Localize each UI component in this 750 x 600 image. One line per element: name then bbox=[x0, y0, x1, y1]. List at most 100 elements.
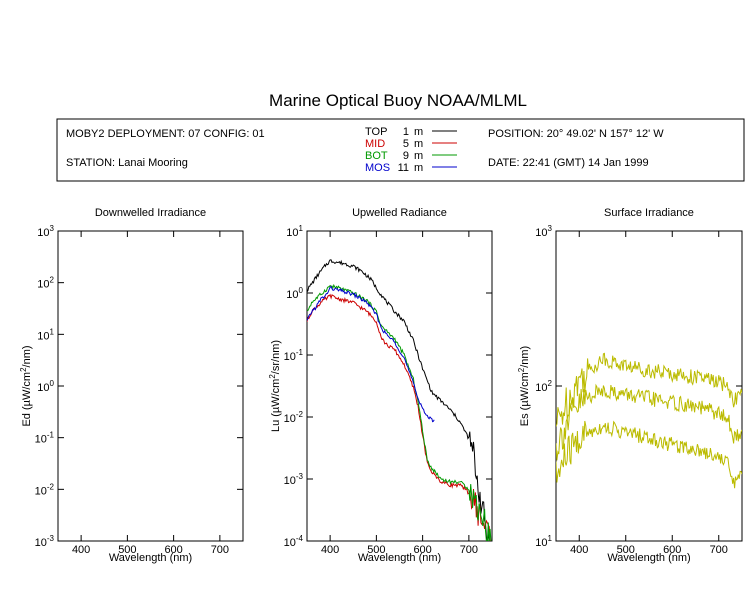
y-tick-label: 10-1 bbox=[35, 431, 55, 446]
y-tick-exp: -4 bbox=[296, 534, 304, 543]
y-axis-label-tail: /nm) bbox=[21, 345, 33, 367]
y-tick-exp: -1 bbox=[47, 431, 55, 440]
station-text: STATION: Lanai Mooring bbox=[66, 157, 188, 169]
info-box-frame bbox=[56, 118, 745, 182]
y-tick-base: 10 bbox=[284, 537, 296, 549]
y-tick-exp: 1 bbox=[50, 327, 55, 336]
y-tick-base: 10 bbox=[535, 537, 547, 549]
legend-label: TOP bbox=[365, 126, 387, 138]
y-tick-base: 10 bbox=[37, 279, 49, 291]
legend-label: MID bbox=[365, 138, 385, 150]
y-tick-exp: 3 bbox=[50, 224, 55, 233]
y-tick-exp: -1 bbox=[296, 348, 304, 357]
series-line-mos bbox=[307, 285, 435, 423]
series-line-es-middle bbox=[556, 383, 742, 461]
y-tick-exp: -3 bbox=[296, 472, 304, 481]
y-tick-label: 10-1 bbox=[284, 348, 304, 363]
x-tick-label: 600 bbox=[164, 544, 182, 556]
x-axis-label: Wavelength (nm) bbox=[607, 552, 690, 564]
x-tick-label: 700 bbox=[710, 544, 728, 556]
y-axis-label: Es (µW/cm2/nm) bbox=[517, 346, 531, 426]
figure-title: Marine Optical Buoy NOAA/MLML bbox=[269, 91, 527, 110]
legend-depth: 9 bbox=[403, 150, 409, 162]
y-axis-label: Lu (µW/cm2/sr/nm) bbox=[268, 340, 282, 432]
x-axis-label: Wavelength (nm) bbox=[109, 552, 192, 564]
x-tick-label: 700 bbox=[211, 544, 229, 556]
legend-item-bot: BOT 9 m bbox=[365, 150, 457, 162]
position-text: POSITION: 20° 49.02' N 157° 12' W bbox=[488, 128, 664, 140]
panel-title: Downwelled Irradiance bbox=[95, 207, 206, 219]
panel-title: Upwelled Radiance bbox=[352, 207, 447, 219]
y-tick-label: 103 bbox=[535, 224, 552, 239]
x-tick-label: 400 bbox=[570, 544, 588, 556]
y-axis-label-main: Es (µW/cm bbox=[519, 372, 531, 426]
x-tick-label: 500 bbox=[617, 544, 635, 556]
series-line-top bbox=[307, 259, 492, 541]
series-line-es-upper bbox=[556, 352, 742, 427]
y-tick-exp: -2 bbox=[296, 410, 304, 419]
x-tick-label: 400 bbox=[72, 544, 90, 556]
y-axis-label-main: Ed (µW/cm bbox=[21, 372, 33, 427]
y-tick-base: 10 bbox=[535, 382, 547, 394]
x-tick-label: 700 bbox=[460, 544, 478, 556]
x-tick-label: 600 bbox=[663, 544, 681, 556]
y-tick-exp: 1 bbox=[548, 534, 553, 543]
legend-depth: 5 bbox=[403, 138, 409, 150]
y-tick-base: 10 bbox=[35, 434, 47, 446]
y-axis-label-main: Lu (µW/cm bbox=[270, 379, 282, 432]
y-tick-label: 100 bbox=[37, 379, 54, 394]
y-tick-base: 10 bbox=[284, 351, 296, 363]
legend-label: MOS bbox=[365, 162, 390, 174]
legend-unit: m bbox=[414, 138, 423, 150]
deployment-text: MOBY2 DEPLOYMENT: 07 CONFIG: 01 bbox=[66, 128, 265, 140]
series-line-es-lower bbox=[556, 420, 742, 489]
y-tick-label: 10-3 bbox=[284, 472, 304, 487]
y-tick-base: 10 bbox=[37, 382, 49, 394]
info-box: MOBY2 DEPLOYMENT: 07 CONFIG: 01 STATION:… bbox=[56, 118, 745, 182]
series-line-bot bbox=[307, 283, 492, 541]
y-axis-label-sup: 2 bbox=[268, 374, 277, 379]
legend-unit: m bbox=[414, 126, 423, 138]
y-tick-label: 102 bbox=[37, 276, 54, 291]
y-tick-exp: 2 bbox=[50, 276, 55, 285]
y-axis-label-sup: 2 bbox=[19, 367, 28, 372]
legend-depth: 1 bbox=[403, 126, 409, 138]
legend-unit: m bbox=[414, 150, 423, 162]
series-group bbox=[556, 352, 742, 489]
x-tick-label: 500 bbox=[367, 544, 385, 556]
y-tick-label: 103 bbox=[37, 224, 54, 239]
y-tick-exp: 0 bbox=[50, 379, 55, 388]
y-tick-base: 10 bbox=[284, 475, 296, 487]
plot-frame bbox=[57, 230, 244, 542]
x-tick-label: 500 bbox=[118, 544, 136, 556]
y-axis-label-tail: /sr/nm) bbox=[270, 340, 282, 374]
y-tick-base: 10 bbox=[37, 330, 49, 342]
y-tick-base: 10 bbox=[35, 537, 47, 549]
y-tick-base: 10 bbox=[286, 289, 298, 301]
series-line-mid bbox=[307, 293, 492, 541]
y-tick-exp: 2 bbox=[548, 379, 553, 388]
y-tick-label: 101 bbox=[37, 327, 54, 342]
y-axis-label-sup: 2 bbox=[517, 367, 526, 372]
y-tick-base: 10 bbox=[35, 485, 47, 497]
x-tick-label: 600 bbox=[413, 544, 431, 556]
y-tick-label: 101 bbox=[535, 534, 552, 549]
y-tick-exp: -3 bbox=[47, 534, 55, 543]
legend-item-top: TOP 1 m bbox=[365, 126, 457, 138]
y-tick-label: 102 bbox=[535, 379, 552, 394]
y-tick-label: 101 bbox=[286, 224, 303, 239]
legend-item-mid: MID 5 m bbox=[365, 138, 457, 150]
legend-item-mos: MOS 11 m bbox=[365, 162, 457, 174]
y-tick-label: 10-4 bbox=[284, 534, 304, 549]
x-tick-label: 400 bbox=[321, 544, 339, 556]
y-tick-label: 100 bbox=[286, 286, 303, 301]
x-axis-label: Wavelength (nm) bbox=[358, 552, 441, 564]
y-axis-label-tail: /nm) bbox=[519, 346, 531, 368]
y-tick-exp: 3 bbox=[548, 224, 553, 233]
y-tick-label: 10-2 bbox=[284, 410, 304, 425]
y-tick-exp: 1 bbox=[299, 224, 304, 233]
